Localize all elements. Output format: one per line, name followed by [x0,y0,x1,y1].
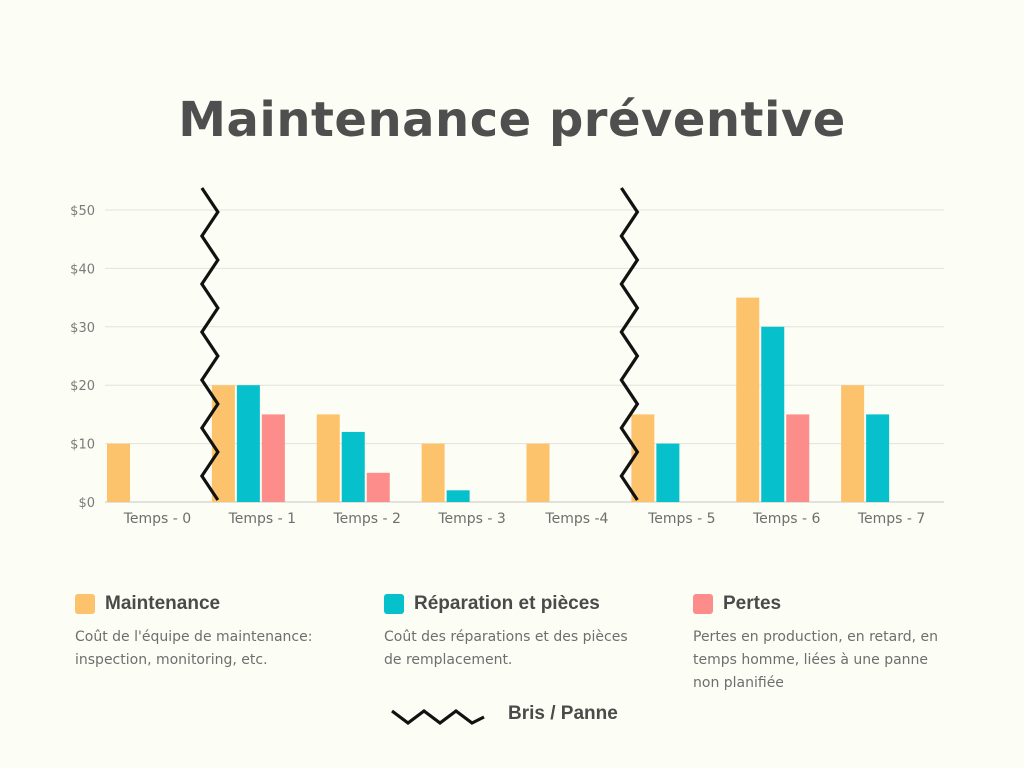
bar [761,326,785,502]
breakdown-marker [619,187,640,501]
bar [786,414,810,502]
bar [526,443,550,502]
chart-title: Maintenance préventive [178,92,846,148]
legend-name: Réparation et pièces [414,593,600,614]
x-tick-label: Temps -4 [544,511,608,527]
legend-name: Pertes [723,593,782,614]
legend-item-pertes: Pertes Pertes en production, en retard, … [693,592,983,695]
breakdown-marker [199,187,220,501]
legend-swatch-pertes [693,594,713,614]
bar [316,414,340,502]
bar [866,414,890,502]
bar [236,385,260,502]
legend-description: Coût de l'équipe de maintenance: inspect… [75,629,313,668]
bars [107,297,890,502]
y-tick-label: $0 [78,496,95,511]
break-legend: Bris / Panne [390,702,618,726]
y-tick-label: $10 [70,438,95,453]
break-legend-label: Bris / Panne [508,703,618,724]
y-axis: $0 $10 $20 $30 $40 $50 [70,204,95,511]
zigzag-line-icon [391,709,485,725]
x-tick-label: Temps - 6 [752,511,821,527]
x-axis: Temps - 0 Temps - 1 Temps - 2 Temps - 3 Temp… [123,511,926,527]
x-tick-label: Temps - 5 [647,511,715,527]
bar [107,443,130,502]
y-tick-label: $40 [70,262,95,277]
bar-chart: $0$10$20$30$40$50 Temps - 0 Temps - 1 Temp… [70,187,944,527]
x-tick-label: Temps - 7 [857,511,925,527]
x-tick-label: Temps - 0 [123,511,191,527]
bar [421,443,445,502]
legend-swatch-maintenance [75,594,95,614]
legend-name: Maintenance [105,593,221,614]
bar [446,490,470,502]
y-tick-label: $30 [70,321,95,336]
legend-swatch-reparation [384,594,404,614]
x-tick-label: Temps - 1 [228,511,296,527]
legend-description: Coût des réparations et des pièces de re… [384,629,628,668]
bar [841,385,865,502]
bar [736,297,760,502]
breakdown-markers [199,187,640,501]
bar [211,385,235,502]
legend-item-maintenance: Maintenance Coût de l'équipe de maintena… [75,592,365,672]
bar [261,414,285,502]
bar [631,414,655,502]
y-tick-label: $20 [70,379,95,394]
bar [341,431,365,502]
legend-item-reparation: Réparation et pièces Coût des réparation… [384,592,674,672]
y-tick-label: $50 [70,204,95,219]
x-tick-label: Temps - 3 [437,511,505,527]
legend-description: Pertes en production, en retard, en temp… [693,629,939,691]
bar [366,472,390,502]
x-tick-label: Temps - 2 [332,511,400,527]
bar [656,443,680,502]
